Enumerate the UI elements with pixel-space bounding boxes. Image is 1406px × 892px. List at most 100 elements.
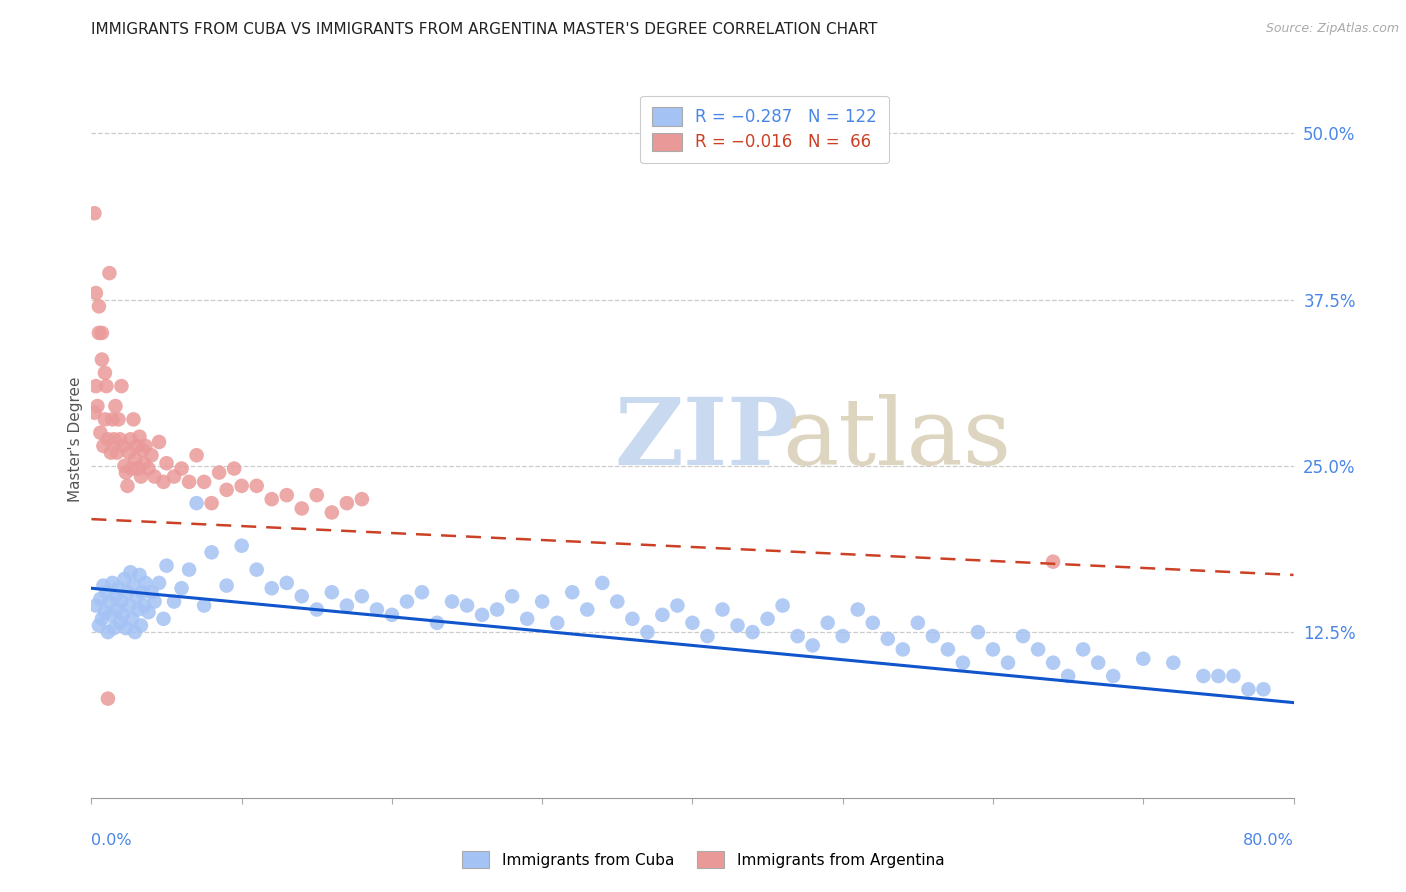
Point [96, 379, 118, 393]
Point [118, 599, 141, 613]
Point [131, 442, 153, 457]
Point [87, 326, 110, 340]
Point [170, 581, 193, 595]
Point [291, 589, 314, 603]
Point [104, 399, 127, 413]
Point [922, 629, 945, 643]
Point [131, 585, 153, 599]
Point [1042, 555, 1064, 569]
Point [224, 461, 246, 475]
Point [936, 642, 959, 657]
Point [86, 399, 108, 413]
Point [105, 445, 128, 459]
Point [727, 618, 749, 632]
Point [121, 461, 143, 475]
Point [651, 607, 673, 622]
Point [107, 412, 129, 426]
Point [97, 691, 120, 706]
Point [831, 629, 853, 643]
Point [111, 439, 134, 453]
Point [100, 445, 122, 459]
Point [90, 352, 112, 367]
Point [110, 594, 132, 608]
Point [103, 433, 125, 447]
Point [155, 456, 177, 470]
Point [276, 488, 298, 502]
Point [260, 581, 283, 595]
Point [561, 585, 583, 599]
Point [321, 585, 343, 599]
Point [591, 576, 613, 591]
Point [1253, 682, 1275, 697]
Point [411, 585, 433, 599]
Point [108, 433, 131, 447]
Point [305, 602, 328, 616]
Point [186, 496, 208, 510]
Point [94, 605, 117, 619]
Point [1042, 656, 1064, 670]
Point [124, 625, 146, 640]
Point [94, 412, 117, 426]
Point [1208, 669, 1230, 683]
Point [981, 642, 1004, 657]
Point [128, 568, 150, 582]
Point [143, 469, 166, 483]
Point [132, 599, 155, 613]
Point [129, 469, 152, 483]
Point [862, 615, 884, 630]
Point [97, 625, 120, 640]
Point [231, 539, 253, 553]
Point [846, 602, 869, 616]
Point [98, 266, 121, 280]
Point [366, 602, 388, 616]
Point [90, 326, 112, 340]
Point [456, 599, 478, 613]
Point [129, 618, 152, 632]
Point [681, 615, 703, 630]
Point [201, 545, 224, 559]
Point [118, 445, 141, 459]
Point [111, 607, 134, 622]
Point [105, 602, 128, 616]
Point [967, 625, 990, 640]
Point [772, 599, 794, 613]
Point [1026, 642, 1049, 657]
Point [471, 607, 494, 622]
Point [108, 615, 131, 630]
Text: 0.0%: 0.0% [91, 833, 132, 847]
Point [83, 406, 105, 420]
Point [1237, 682, 1260, 697]
Point [117, 479, 139, 493]
Point [215, 483, 238, 497]
Y-axis label: Master's Degree: Master's Degree [67, 376, 83, 502]
Point [1012, 629, 1035, 643]
Point [801, 639, 824, 653]
Point [155, 558, 177, 573]
Point [193, 475, 215, 489]
Point [125, 439, 148, 453]
Point [193, 599, 215, 613]
Point [952, 656, 974, 670]
Point [122, 578, 145, 592]
Point [276, 576, 298, 591]
Point [148, 576, 170, 591]
Point [696, 629, 718, 643]
Point [531, 594, 554, 608]
Point [117, 585, 139, 599]
Point [110, 379, 132, 393]
Point [100, 607, 122, 622]
Point [148, 434, 170, 449]
Point [756, 612, 779, 626]
Point [546, 615, 568, 630]
Point [741, 625, 763, 640]
Point [636, 625, 658, 640]
Point [127, 461, 149, 475]
Point [104, 589, 127, 603]
Point [177, 563, 200, 577]
Point [231, 479, 253, 493]
Point [350, 589, 373, 603]
Point [440, 594, 463, 608]
Point [115, 466, 138, 480]
Point [127, 602, 149, 616]
Point [121, 612, 143, 626]
